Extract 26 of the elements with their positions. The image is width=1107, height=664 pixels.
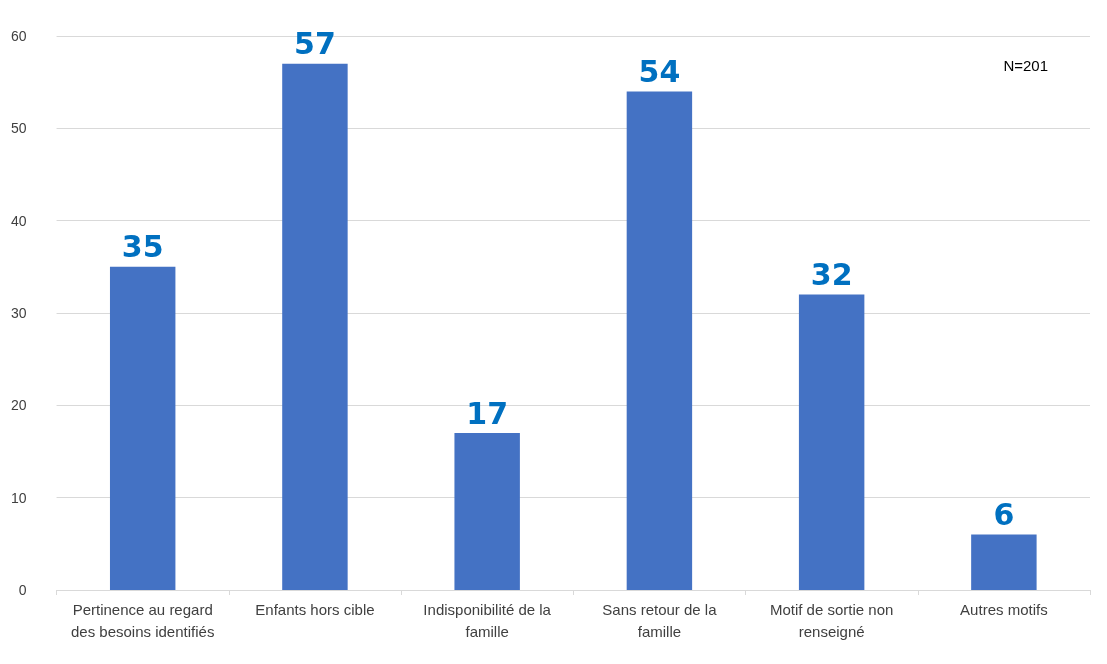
x-tick-label: Indisponibilité de la famille bbox=[423, 600, 552, 640]
data-label: 57 bbox=[294, 26, 336, 62]
data-label: 54 bbox=[638, 53, 681, 89]
bar bbox=[798, 294, 865, 590]
y-tick-label: 60 bbox=[10, 28, 27, 44]
y-tick-label: 0 bbox=[18, 582, 27, 598]
y-tick-label: 50 bbox=[10, 120, 27, 137]
bar bbox=[454, 433, 520, 590]
bar bbox=[626, 91, 693, 590]
data-label: 35 bbox=[121, 229, 164, 265]
data-label: 32 bbox=[810, 257, 853, 293]
data-label: 6 bbox=[993, 497, 1015, 533]
x-tick-label: Enfants hors cible bbox=[255, 600, 375, 618]
x-tick-label: Autres motifs bbox=[960, 600, 1048, 618]
y-tick-label: 10 bbox=[10, 489, 27, 506]
bar bbox=[109, 266, 176, 590]
y-tick-label: 30 bbox=[10, 305, 27, 321]
data-label: 17 bbox=[466, 395, 509, 431]
bar bbox=[971, 534, 1037, 590]
y-tick-label: 20 bbox=[10, 397, 27, 414]
annotation: N=201 bbox=[1003, 57, 1049, 74]
x-tick-label: Pertinence au regard des besoins identifiés bbox=[70, 600, 215, 640]
y-tick-label: 40 bbox=[10, 212, 27, 229]
x-tick-label: Sans retour de la famille bbox=[602, 600, 718, 640]
bar bbox=[282, 63, 348, 590]
x-tick-label: Motif de sortie non renseigné bbox=[769, 600, 894, 640]
